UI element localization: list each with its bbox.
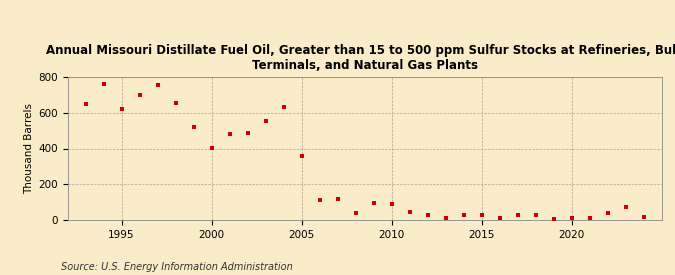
Point [620,205,631,210]
Point [386,202,397,206]
Point [476,213,487,217]
Point [638,215,649,220]
Point [440,216,451,220]
Point [368,200,379,205]
Point [530,213,541,217]
Point [278,105,289,110]
Point [584,216,595,220]
Point [314,198,325,202]
Point [296,154,307,158]
Point [548,217,559,221]
Point [494,216,505,220]
Point [224,131,235,136]
Text: Source: U.S. Energy Information Administration: Source: U.S. Energy Information Administ… [61,262,292,272]
Point [80,102,91,106]
Point [242,131,253,135]
Point [188,125,199,129]
Point [458,213,469,217]
Point [404,210,415,214]
Point [422,213,433,217]
Point [206,146,217,150]
Point [512,213,523,217]
Point [350,211,361,216]
Point [566,216,577,220]
Point [170,100,181,105]
Point [152,82,163,87]
Point [98,81,109,86]
Y-axis label: Thousand Barrels: Thousand Barrels [24,103,34,194]
Point [332,197,343,201]
Point [134,93,145,97]
Point [602,211,613,215]
Point [260,119,271,123]
Point [116,107,127,111]
Title: Annual Missouri Distillate Fuel Oil, Greater than 15 to 500 ppm Sulfur Stocks at: Annual Missouri Distillate Fuel Oil, Gre… [45,44,675,72]
